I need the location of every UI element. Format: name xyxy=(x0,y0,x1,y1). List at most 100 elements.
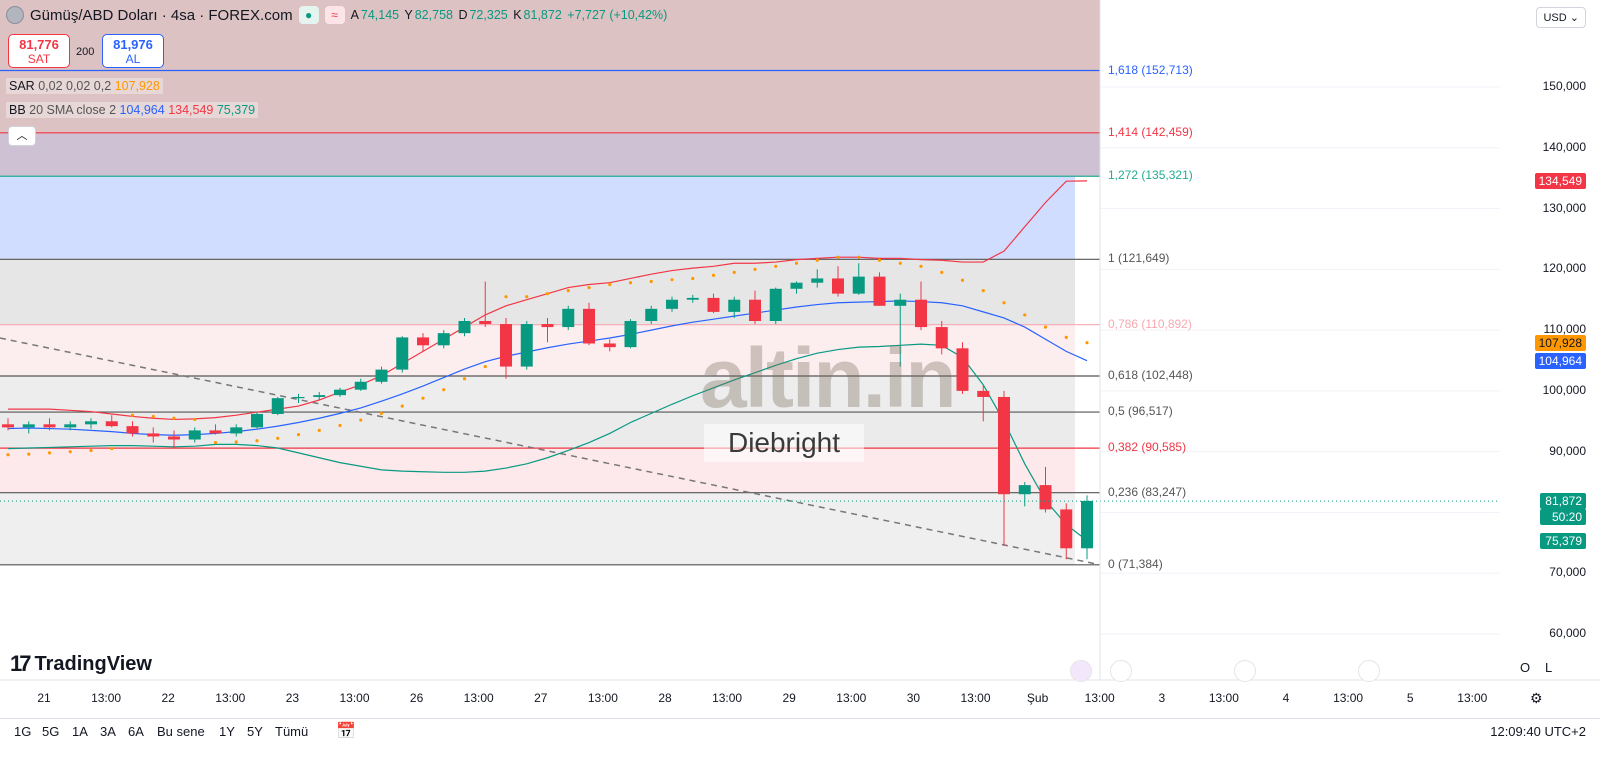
candle-body[interactable] xyxy=(2,424,14,428)
candle-body[interactable] xyxy=(603,343,616,348)
sell-price: 81,776 xyxy=(19,37,59,52)
candle-body[interactable] xyxy=(769,288,782,321)
bb-lower-price-tag: 75,379 xyxy=(1540,532,1586,549)
currency-label: USD xyxy=(1543,12,1567,24)
candle-body[interactable] xyxy=(811,278,824,283)
currency-select[interactable]: USD ⌄ xyxy=(1536,7,1586,28)
candle-body[interactable] xyxy=(852,276,865,294)
candle-body[interactable] xyxy=(126,426,139,434)
range-button[interactable]: 1Y xyxy=(219,724,235,739)
candle-body[interactable] xyxy=(956,348,969,391)
sar-dot xyxy=(421,396,425,400)
sar-dot xyxy=(1064,335,1068,340)
ohlc-values: A 74,145 Y 82,758 D 72,325 K 81,872 +7,727 (… xyxy=(350,8,668,22)
range-button[interactable]: Bu sene xyxy=(157,724,205,739)
sar-price-tag: 107,928 xyxy=(1534,334,1586,351)
sell-button[interactable]: 81,776 SAT xyxy=(8,34,70,68)
candle-body[interactable] xyxy=(707,297,720,312)
sar-dot xyxy=(794,261,799,265)
range-button[interactable]: 3A xyxy=(100,724,116,739)
candle-body[interactable] xyxy=(894,299,907,306)
sar-legend[interactable]: SAR 0,02 0,02 0,2 107,928 xyxy=(6,78,163,94)
candle-body[interactable] xyxy=(562,308,575,328)
candle-body[interactable] xyxy=(396,337,409,370)
candle-body[interactable] xyxy=(168,436,180,440)
fib-level-label: 1,618 (152,713) xyxy=(1108,62,1193,77)
range-button[interactable]: 5Y xyxy=(247,724,263,739)
candle-body[interactable] xyxy=(479,320,492,325)
candle-body[interactable] xyxy=(873,276,886,306)
candle-body[interactable] xyxy=(313,395,326,397)
candle-body[interactable] xyxy=(686,297,699,300)
bb-legend[interactable]: BB 20 SMA close 2 104,964 134,549 75,379 xyxy=(6,102,259,118)
candle-body[interactable] xyxy=(832,278,844,294)
us-flag-event-icon[interactable] xyxy=(1110,660,1132,682)
sar-dot xyxy=(296,433,301,437)
indicator-toggle-icon[interactable]: ≈ xyxy=(324,6,345,24)
range-button[interactable]: 1A xyxy=(72,724,88,739)
sar-dot xyxy=(774,264,778,268)
candle-body[interactable] xyxy=(977,390,990,397)
settings-gear-icon[interactable]: ⚙ xyxy=(1530,690,1543,706)
candle-body[interactable] xyxy=(666,299,678,309)
candle-body[interactable] xyxy=(437,333,450,346)
candle-body[interactable] xyxy=(85,421,97,425)
candle-body[interactable] xyxy=(188,430,201,440)
log-toggle-o[interactable]: O xyxy=(1520,660,1531,675)
range-button[interactable]: 5G xyxy=(42,724,60,739)
log-toggle-l[interactable]: L xyxy=(1545,660,1553,675)
candle-body[interactable] xyxy=(22,424,35,428)
candle-body[interactable] xyxy=(1018,485,1031,495)
candle-body[interactable] xyxy=(271,398,284,414)
candle-body[interactable] xyxy=(520,324,533,367)
candle-body[interactable] xyxy=(375,369,388,382)
candle-body[interactable] xyxy=(105,421,118,427)
candle-body[interactable] xyxy=(292,396,305,399)
candle-body[interactable] xyxy=(209,430,222,434)
candle-body[interactable] xyxy=(1060,509,1073,549)
candle-body[interactable] xyxy=(998,396,1010,495)
candle-body[interactable] xyxy=(64,424,77,428)
market-status-icon[interactable]: ● xyxy=(298,6,319,24)
range-button[interactable]: Tümü xyxy=(275,724,309,739)
sar-name: SAR xyxy=(9,79,35,93)
candle-body[interactable] xyxy=(354,381,367,390)
us-flag-event-icon[interactable] xyxy=(1358,660,1380,682)
candle-body[interactable] xyxy=(500,324,512,367)
candle-body[interactable] xyxy=(790,282,803,289)
candle-body[interactable] xyxy=(624,320,637,348)
sar-dot xyxy=(213,440,218,445)
candle-body[interactable] xyxy=(1081,500,1093,549)
brand-watermark-text: altin.in xyxy=(700,331,957,425)
collapse-legend-button[interactable]: ︿ xyxy=(8,126,36,146)
candle-body[interactable] xyxy=(749,299,761,321)
candle-body[interactable] xyxy=(458,320,471,334)
range-button[interactable]: 6A xyxy=(128,724,144,739)
us-flag-event-icon[interactable] xyxy=(1234,660,1256,682)
sar-dot xyxy=(193,417,197,422)
time-axis-label: 13:00 xyxy=(1208,691,1239,705)
candle-body[interactable] xyxy=(230,427,243,434)
candle-body[interactable] xyxy=(935,327,948,349)
candle-body[interactable] xyxy=(541,324,554,328)
candle-body[interactable] xyxy=(251,413,263,428)
tradingview-logo[interactable]: 17 TradingView xyxy=(10,651,152,677)
candle-body[interactable] xyxy=(1039,485,1052,510)
candle-body[interactable] xyxy=(583,308,595,344)
candle-body[interactable] xyxy=(728,299,741,312)
candle-body[interactable] xyxy=(645,308,658,321)
lightning-event-icon[interactable] xyxy=(1070,660,1092,682)
candle-body[interactable] xyxy=(417,337,429,346)
candle-body[interactable] xyxy=(334,389,346,396)
clock[interactable]: 12:09:40 UTC+2 xyxy=(1490,724,1586,739)
price-axis-label: 120,000 xyxy=(1542,261,1586,276)
candle-body[interactable] xyxy=(43,424,56,428)
time-axis-label: Şub xyxy=(1026,691,1049,705)
candle-body[interactable] xyxy=(915,299,927,328)
symbol-title[interactable]: Gümüş/ABD Doları · 4sa · FOREX.com xyxy=(30,6,293,24)
calendar-goto-icon[interactable]: 📅 xyxy=(336,723,356,740)
candle-body[interactable] xyxy=(147,433,160,437)
range-button[interactable]: 1G xyxy=(14,724,32,739)
buy-button[interactable]: 81,976 AL xyxy=(102,34,164,68)
